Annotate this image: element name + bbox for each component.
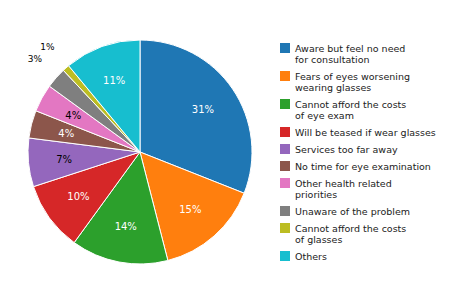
legend-label: No time for eye examination	[295, 161, 431, 172]
data-label: 11%	[103, 75, 125, 86]
legend-swatch	[280, 71, 290, 81]
legend-label: Aware but feel no needfor consultation	[295, 43, 405, 65]
legend-item: Services too far away	[280, 144, 398, 155]
legend-swatch	[280, 251, 290, 261]
data-label: 7%	[56, 154, 72, 165]
data-label: 1%	[40, 42, 55, 52]
legend-swatch	[280, 144, 290, 154]
legend-item: No time for eye examination	[280, 161, 431, 172]
legend-item: Cannot afford the costsof glasses	[280, 223, 406, 245]
legend-item: Other health relatedpriorities	[280, 178, 392, 200]
legend-label: Will be teased if wear glasses	[295, 127, 436, 138]
legend-item: Aware but feel no needfor consultation	[280, 43, 405, 65]
legend-label: Other health relatedpriorities	[295, 178, 392, 200]
legend-item: Unaware of the problem	[280, 206, 410, 217]
legend-swatch	[280, 161, 290, 171]
data-label: 14%	[115, 221, 137, 232]
legend-item: Others	[280, 251, 327, 262]
legend-label: Fears of eyes worseningwearing glasses	[295, 71, 410, 93]
data-label: 10%	[67, 191, 89, 202]
data-label: 4%	[58, 128, 74, 139]
legend-swatch	[280, 43, 290, 53]
legend-label: Services too far away	[295, 144, 398, 155]
legend-swatch	[280, 223, 290, 233]
legend: Aware but feel no needfor consultation Fe…	[280, 43, 436, 262]
legend-item: Fears of eyes worseningwearing glasses	[280, 71, 410, 93]
data-labels: 31% 15% 14% 10% 7% 4% 4% 3% 1% 11%	[28, 42, 214, 232]
legend-label: Cannot afford the costsof glasses	[295, 223, 406, 245]
legend-label: Cannot afford the costsof eye exam	[295, 99, 406, 121]
pie-slice	[69, 40, 140, 152]
legend-swatch	[280, 206, 290, 216]
legend-label: Unaware of the problem	[295, 206, 410, 217]
data-label: 31%	[192, 104, 214, 115]
chart: 31% 15% 14% 10% 7% 4% 4% 3% 1% 11% Aware but feel …	[0, 0, 474, 304]
data-label: 3%	[28, 54, 43, 64]
pie	[28, 40, 252, 264]
legend-swatch	[280, 178, 290, 188]
data-label: 15%	[179, 204, 201, 215]
data-label: 4%	[65, 110, 81, 121]
legend-label: Others	[295, 251, 327, 262]
legend-swatch	[280, 99, 290, 109]
legend-item: Cannot afford the costsof eye exam	[280, 99, 406, 121]
legend-item: Will be teased if wear glasses	[280, 127, 436, 138]
legend-swatch	[280, 127, 290, 137]
